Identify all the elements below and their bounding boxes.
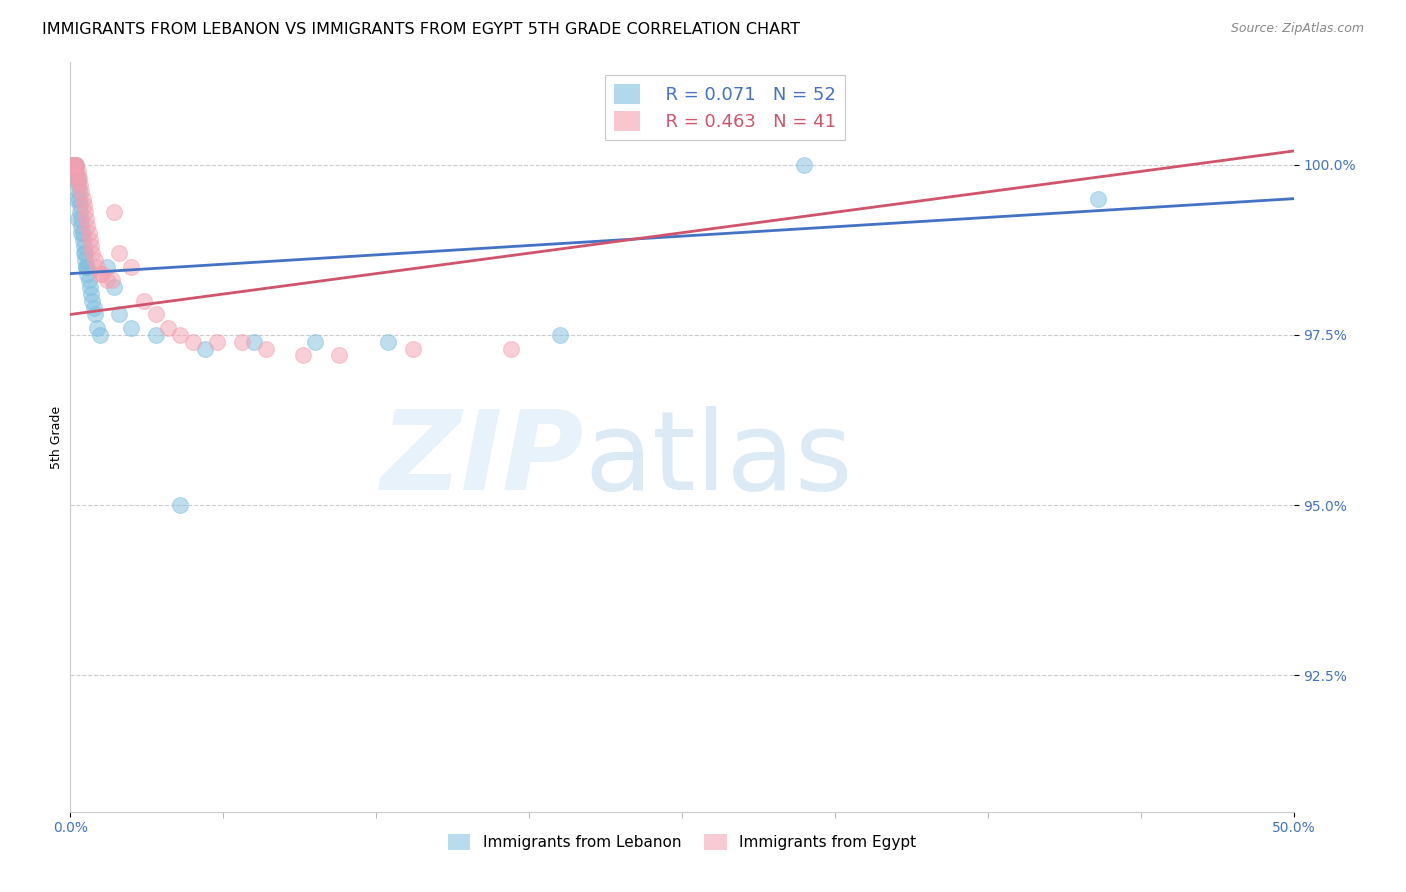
Point bbox=[86, 260, 108, 274]
Point bbox=[402, 342, 425, 356]
Point bbox=[66, 171, 89, 186]
Point bbox=[62, 158, 84, 172]
Point bbox=[89, 267, 111, 281]
Point bbox=[67, 171, 90, 186]
Point bbox=[66, 164, 89, 178]
Point bbox=[65, 158, 87, 172]
Point bbox=[79, 280, 101, 294]
Point bbox=[499, 342, 522, 356]
Point bbox=[291, 348, 314, 362]
Point bbox=[83, 308, 105, 322]
Point bbox=[73, 239, 96, 253]
Legend: Immigrants from Lebanon, Immigrants from Egypt: Immigrants from Lebanon, Immigrants from… bbox=[441, 829, 922, 856]
Point bbox=[72, 226, 94, 240]
Point bbox=[72, 192, 94, 206]
Point bbox=[82, 293, 104, 308]
Point bbox=[69, 226, 91, 240]
Point bbox=[73, 246, 96, 260]
Point bbox=[67, 185, 90, 199]
Point bbox=[108, 308, 131, 322]
Point bbox=[80, 239, 103, 253]
Point bbox=[62, 158, 84, 172]
Point bbox=[75, 212, 97, 227]
Point bbox=[121, 321, 143, 335]
Point bbox=[194, 342, 217, 356]
Point bbox=[65, 158, 87, 172]
Point bbox=[62, 161, 84, 175]
Point bbox=[67, 212, 90, 227]
Text: Source: ZipAtlas.com: Source: ZipAtlas.com bbox=[1230, 22, 1364, 36]
Point bbox=[82, 246, 104, 260]
Point bbox=[69, 205, 91, 219]
Point bbox=[243, 334, 266, 349]
Point bbox=[62, 158, 84, 172]
Point bbox=[103, 280, 125, 294]
Point bbox=[75, 260, 97, 274]
Point bbox=[157, 321, 180, 335]
Point bbox=[65, 192, 87, 206]
Point bbox=[76, 260, 98, 274]
Point bbox=[304, 334, 326, 349]
Point bbox=[60, 158, 83, 172]
Point bbox=[69, 178, 91, 192]
Point bbox=[548, 327, 571, 342]
Text: IMMIGRANTS FROM LEBANON VS IMMIGRANTS FROM EGYPT 5TH GRADE CORRELATION CHART: IMMIGRANTS FROM LEBANON VS IMMIGRANTS FR… bbox=[42, 22, 800, 37]
Point bbox=[86, 321, 108, 335]
Point bbox=[75, 260, 97, 274]
Point bbox=[145, 327, 167, 342]
Point bbox=[73, 246, 96, 260]
Point bbox=[254, 342, 277, 356]
Point bbox=[83, 301, 105, 315]
Point bbox=[80, 287, 103, 301]
Point bbox=[145, 308, 167, 322]
Point bbox=[73, 198, 96, 212]
Point bbox=[67, 175, 90, 189]
Y-axis label: 5th Grade: 5th Grade bbox=[51, 406, 63, 468]
Point bbox=[63, 158, 86, 172]
Point bbox=[63, 158, 86, 172]
Point bbox=[65, 168, 87, 182]
Point bbox=[89, 327, 111, 342]
Point bbox=[96, 273, 118, 287]
Point bbox=[231, 334, 253, 349]
Point bbox=[70, 212, 93, 227]
Point bbox=[1087, 192, 1109, 206]
Point bbox=[328, 348, 350, 362]
Point bbox=[67, 192, 90, 206]
Point bbox=[205, 334, 228, 349]
Point bbox=[65, 164, 87, 178]
Point bbox=[76, 267, 98, 281]
Point bbox=[169, 327, 191, 342]
Point bbox=[63, 158, 86, 172]
Point bbox=[77, 226, 100, 240]
Point bbox=[63, 158, 86, 172]
Point bbox=[69, 198, 91, 212]
Point bbox=[169, 498, 191, 512]
Point bbox=[77, 273, 100, 287]
Point bbox=[66, 178, 89, 192]
Point bbox=[63, 158, 86, 172]
Point bbox=[132, 293, 155, 308]
Point bbox=[121, 260, 143, 274]
Point bbox=[73, 252, 96, 267]
Point bbox=[181, 334, 204, 349]
Point bbox=[101, 273, 124, 287]
Point bbox=[96, 260, 118, 274]
Point bbox=[70, 185, 93, 199]
Point bbox=[63, 158, 86, 172]
Point bbox=[108, 246, 131, 260]
Point bbox=[72, 233, 94, 247]
Point bbox=[103, 205, 125, 219]
Point bbox=[79, 233, 101, 247]
Point bbox=[76, 219, 98, 233]
Point bbox=[70, 219, 93, 233]
Text: ZIP: ZIP bbox=[381, 406, 583, 513]
Point bbox=[83, 252, 105, 267]
Point bbox=[73, 205, 96, 219]
Text: atlas: atlas bbox=[583, 406, 852, 513]
Point bbox=[793, 158, 815, 172]
Point bbox=[377, 334, 399, 349]
Point bbox=[62, 171, 84, 186]
Point bbox=[91, 267, 114, 281]
